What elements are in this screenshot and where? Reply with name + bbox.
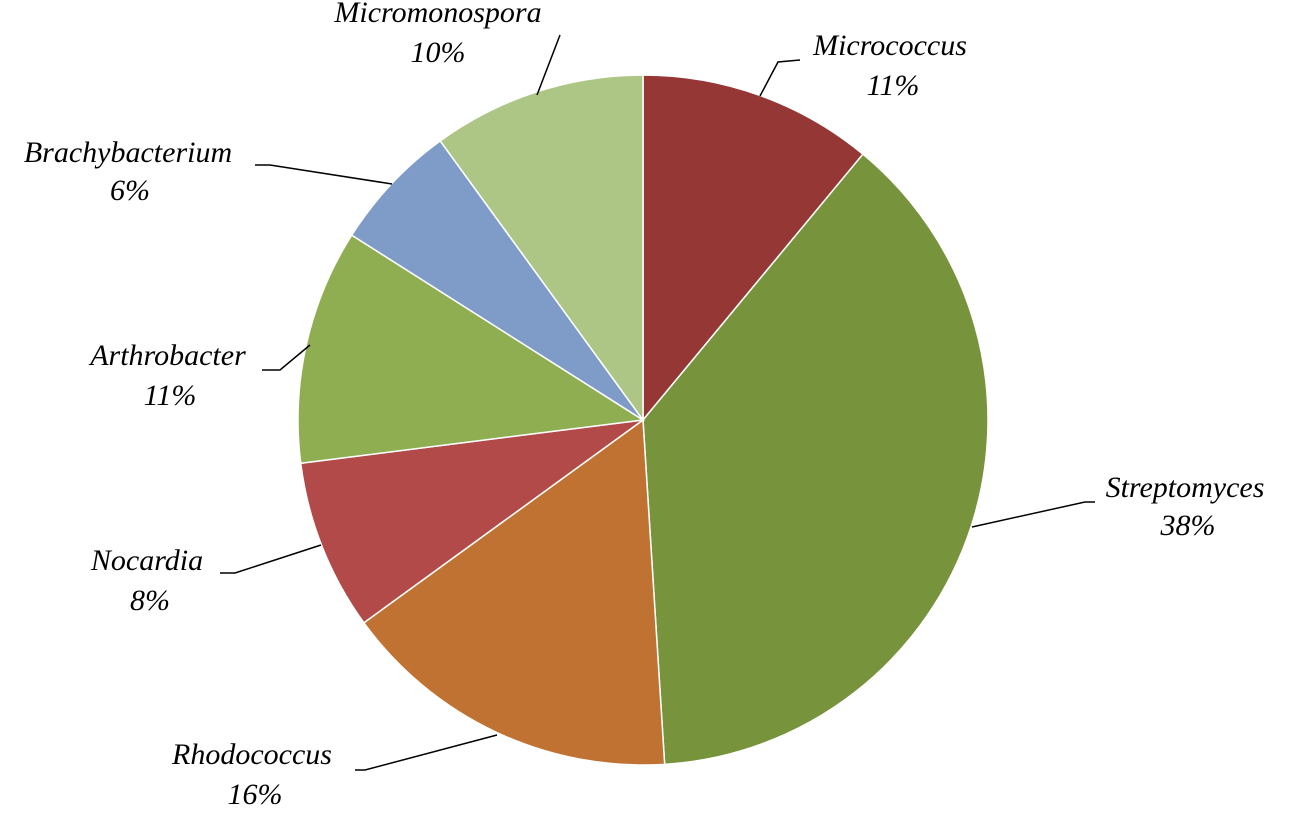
slice-label: Micromonospora	[333, 0, 541, 29]
leader-line	[220, 544, 322, 574]
value-label: 8%	[130, 584, 170, 617]
slice-label: Streptomyces	[1106, 471, 1265, 504]
pie-slice	[297, 234, 646, 465]
value-label: 11%	[144, 379, 197, 412]
pie-slice	[642, 153, 989, 766]
slice-label: Brachybacterium	[24, 136, 232, 169]
value-label: 10%	[411, 36, 466, 69]
pie-slice	[439, 74, 644, 423]
leader-line	[262, 344, 311, 371]
slice-label: Nocardia	[90, 544, 203, 577]
leader-line	[971, 501, 1095, 528]
pie-slice	[362, 418, 666, 766]
slice-label: Arthrobacter	[88, 339, 246, 372]
pie-slice	[299, 419, 644, 624]
leader-line	[759, 59, 801, 97]
slice-label: Micrococcus	[812, 29, 967, 62]
leader-line	[355, 734, 498, 771]
value-label: 6%	[110, 174, 150, 207]
value-label: 11%	[867, 69, 920, 102]
leader-line	[255, 164, 393, 185]
value-label: 16%	[228, 778, 283, 811]
leader-line	[536, 34, 561, 96]
value-label: 38%	[1160, 509, 1216, 542]
slice-label: Rhodococcus	[171, 738, 332, 771]
